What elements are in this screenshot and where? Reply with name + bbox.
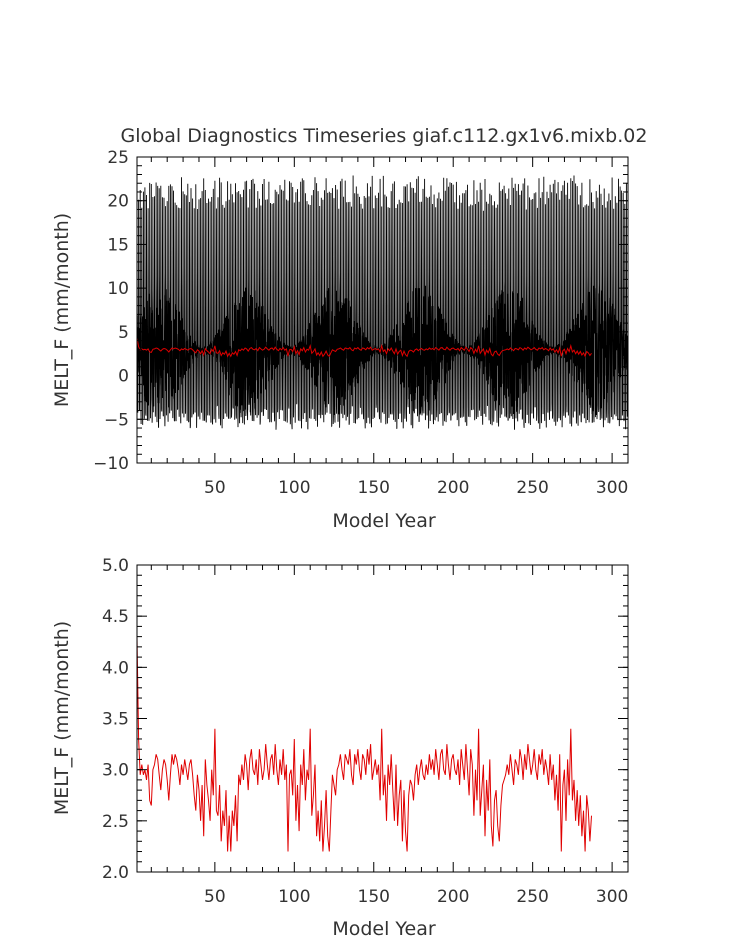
x-tick-label: 100 xyxy=(278,478,310,498)
y-axis-title: MELT_F (mm/month) xyxy=(51,621,73,815)
x-tick-label: 150 xyxy=(358,478,390,498)
x-tick-label: 250 xyxy=(516,478,548,498)
x-axis-title: Model Year xyxy=(332,510,436,532)
y-tick-label: 4.0 xyxy=(102,658,129,678)
y-tick-label: 2.5 xyxy=(102,812,129,832)
plot-area xyxy=(136,175,629,430)
y-tick-label: −5 xyxy=(104,410,129,430)
y-tick-label: 4.5 xyxy=(102,607,129,627)
x-tick-label: 50 xyxy=(204,887,226,907)
y-tick-label: 2.0 xyxy=(102,863,129,883)
plot-area xyxy=(136,636,592,852)
y-tick-label: 20 xyxy=(107,192,129,212)
x-tick-label: 100 xyxy=(278,887,310,907)
axes: 2.0 2.5 3.0 3.5 4.0 4.5 5.0 50 100 150 200 250 300 xyxy=(102,556,629,907)
y-tick-label: −10 xyxy=(93,454,129,474)
y-tick-label: 3.0 xyxy=(102,761,129,781)
series-annual-mean-line xyxy=(136,337,592,358)
y-tick-label: 25 xyxy=(107,148,129,168)
axes: −10 −5 0 5 10 15 20 25 50 100 150 200 250 300 xyxy=(93,148,629,498)
x-tick-label: 250 xyxy=(516,887,548,907)
x-tick-label: 150 xyxy=(358,887,390,907)
chart-title: Global Diagnostics Timeseries giaf.c112.… xyxy=(121,125,648,147)
y-tick-label: 15 xyxy=(107,235,129,255)
x-tick-label: 200 xyxy=(437,887,469,907)
y-tick-label: 0 xyxy=(118,367,129,387)
y-tick-label: 5 xyxy=(118,323,129,343)
x-tick-label: 300 xyxy=(596,887,628,907)
plot-frame xyxy=(136,156,629,464)
plot-frame xyxy=(136,564,629,873)
series-annual-mean-line xyxy=(136,636,592,852)
x-tick-label: 300 xyxy=(596,478,628,498)
series-monthly-line xyxy=(136,175,629,430)
y-tick-label: 10 xyxy=(107,279,129,299)
chart-top: Global Diagnostics Timeseries giaf.c112.… xyxy=(51,125,647,532)
y-tick-label: 3.5 xyxy=(102,710,129,730)
x-tick-label: 200 xyxy=(437,478,469,498)
y-axis-title: MELT_F (mm/month) xyxy=(51,213,73,407)
chart-bottom: MELT_F (mm/month) Model Year 2.0 2.5 3.0 3.… xyxy=(51,556,629,940)
y-tick-label: 5.0 xyxy=(102,556,129,576)
x-axis-title: Model Year xyxy=(332,918,436,940)
x-tick-label: 50 xyxy=(204,478,226,498)
